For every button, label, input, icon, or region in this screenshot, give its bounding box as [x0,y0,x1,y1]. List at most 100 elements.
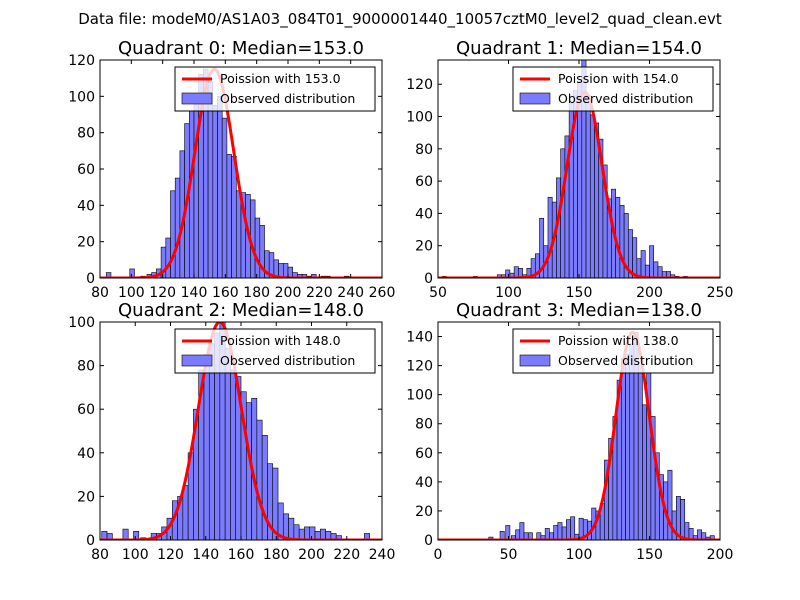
x-tick-label: 200 [636,285,663,301]
x-tick-label: 240 [369,547,396,563]
histogram-bar [570,516,576,540]
legend-hist-label: Observed distribution [558,353,693,368]
histogram-bar [288,517,295,540]
histogram-bar [261,435,268,540]
histogram-bar [170,190,176,278]
histogram-bar [557,522,563,540]
x-tick-label: 220 [306,285,333,301]
histogram-bar [282,263,289,278]
y-tick-label: 60 [415,174,433,190]
y-tick-label: 0 [424,533,433,549]
x-tick-label: 260 [369,285,396,301]
legend-box [512,328,714,374]
legend-hist-swatch [519,92,551,105]
x-tick-label: 200 [707,547,734,563]
x-tick-label: 120 [157,547,184,563]
x-tick-label: 50 [429,285,447,301]
histogram-bar [256,419,263,540]
histogram-bar [625,353,631,540]
x-tick-label: 80 [91,547,109,563]
histogram-bar [519,522,525,540]
histogram-bar [224,347,231,540]
histogram-bar [640,250,646,278]
y-tick-label: 40 [415,475,433,491]
histogram-bar [688,528,694,540]
plot-area [438,330,720,540]
histogram-bar [671,510,677,540]
y-tick-label: 0 [86,271,95,287]
x-tick-label: 140 [181,285,208,301]
poisson-curve [100,322,382,540]
x-tick-label: 180 [243,285,270,301]
histogram-bar [335,535,342,540]
plot-area [100,67,382,278]
x-tick-label: 100 [118,285,145,301]
x-tick-label: 150 [566,285,593,301]
legend-hist-label: Observed distribution [220,353,355,368]
y-tick-label: 120 [406,359,433,375]
x-tick-label: 160 [212,285,239,301]
x-tick-label: 200 [298,547,325,563]
x-tick-label: 100 [495,285,522,301]
histogram-bar [561,526,567,540]
y-tick-label: 0 [86,533,95,549]
y-tick-label: 60 [415,446,433,462]
histogram-bar [499,530,505,540]
histogram-bar [589,114,595,278]
histogram-bar [566,519,571,540]
x-tick-label: 250 [707,285,734,301]
legend-curve-label: Poission with 148.0 [220,333,341,348]
histogram-bar [364,533,370,540]
histogram-bar [560,148,566,278]
subplot-quadrant-2: Quadrant 2: Median=148.0 80 100 120 140 160 18… [68,300,395,563]
histogram-bar [513,266,519,278]
legend-hist-swatch [181,92,213,105]
histogram-bar [657,266,663,278]
x-tick-label: 120 [149,285,176,301]
histogram-bar [226,154,232,278]
subplot-title: Quadrant 1: Median=154.0 [456,38,702,59]
legend-hist-label: Observed distribution [220,91,355,106]
histogram-bar [642,404,647,540]
histogram-bar [203,354,210,540]
y-tick-label: 20 [415,239,433,255]
histogram-bar [293,524,300,540]
histogram-bar [709,535,715,540]
legend: Poission with 148.0 Observed distribution [174,328,376,374]
subplot-quadrant-1: Quadrant 1: Median=154.0 50 100 150 200 250 0 2… [406,38,733,301]
histogram-bar [236,190,242,278]
histogram-bar [106,533,113,540]
histogram-bar [620,358,626,540]
x-tick-label: 180 [263,547,290,563]
y-tick-label: 60 [77,162,95,178]
x-tick-label: 0 [434,547,443,563]
histogram-bar [217,96,223,278]
legend-hist-label: Observed distribution [558,91,693,106]
legend-curve-label: Poission with 138.0 [558,333,679,348]
y-tick-label: 20 [77,489,95,505]
histogram-bar [230,369,237,540]
y-tick-label: 20 [77,235,95,251]
y-tick-label: 100 [68,315,95,331]
y-tick-label: 120 [68,53,95,69]
y-tick-label: 20 [415,504,433,520]
histogram-bar [304,526,311,540]
histogram-bar [174,177,181,278]
histogram-bar [515,529,521,540]
histogram-bar [231,155,237,278]
histogram-bar [701,532,707,540]
histogram-bar [553,525,559,540]
x-tick-label: 240 [337,285,364,301]
y-tick-label: 80 [77,126,95,142]
y-tick-label: 40 [77,198,95,214]
x-tick-label: 100 [122,547,149,563]
legend-curve-label: Poission with 153.0 [220,71,341,86]
y-tick-label: 80 [415,417,433,433]
x-tick-label: 140 [192,547,219,563]
legend: Poission with 153.0 Observed distribution [174,66,376,112]
histogram-bar [619,205,625,278]
histogram-bar [632,237,638,278]
y-tick-label: 140 [406,330,433,346]
y-tick-label: 100 [68,89,95,105]
histogram-bar [309,526,316,540]
